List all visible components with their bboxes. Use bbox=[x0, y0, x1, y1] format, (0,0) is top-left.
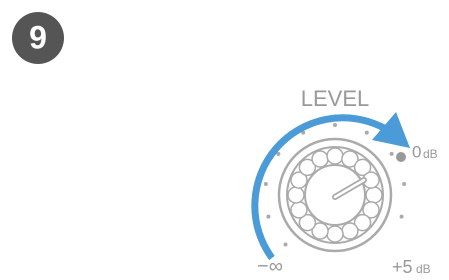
knob-grip bbox=[327, 226, 343, 242]
boost-unit: dB bbox=[416, 262, 431, 276]
figure: 9 LEVEL 0 dB −∞ +5 dB bbox=[0, 0, 449, 280]
scale-dot bbox=[333, 123, 337, 127]
knob bbox=[279, 139, 391, 251]
scale-dot bbox=[400, 215, 404, 219]
scale-dot bbox=[284, 242, 288, 246]
scale-dot bbox=[365, 131, 369, 135]
knob-grip bbox=[312, 151, 328, 167]
max-dot bbox=[396, 152, 406, 162]
knob-grip bbox=[327, 148, 343, 164]
scale-dot bbox=[390, 152, 394, 156]
arrow-head bbox=[372, 112, 410, 148]
knob-grip bbox=[366, 187, 382, 203]
knob-grip bbox=[342, 223, 358, 239]
knob-grip bbox=[288, 187, 304, 203]
knob-grip bbox=[291, 202, 307, 218]
scale-dot bbox=[264, 182, 268, 186]
boost-value: +5 bbox=[392, 257, 413, 277]
max-value: 0 bbox=[412, 142, 421, 161]
badge-number: 9 bbox=[29, 19, 47, 55]
knob-label: LEVEL bbox=[301, 86, 370, 111]
scale-dot bbox=[266, 215, 270, 219]
scale-dot bbox=[402, 182, 406, 186]
min-value: −∞ bbox=[257, 255, 283, 277]
max-unit: dB bbox=[423, 147, 438, 161]
